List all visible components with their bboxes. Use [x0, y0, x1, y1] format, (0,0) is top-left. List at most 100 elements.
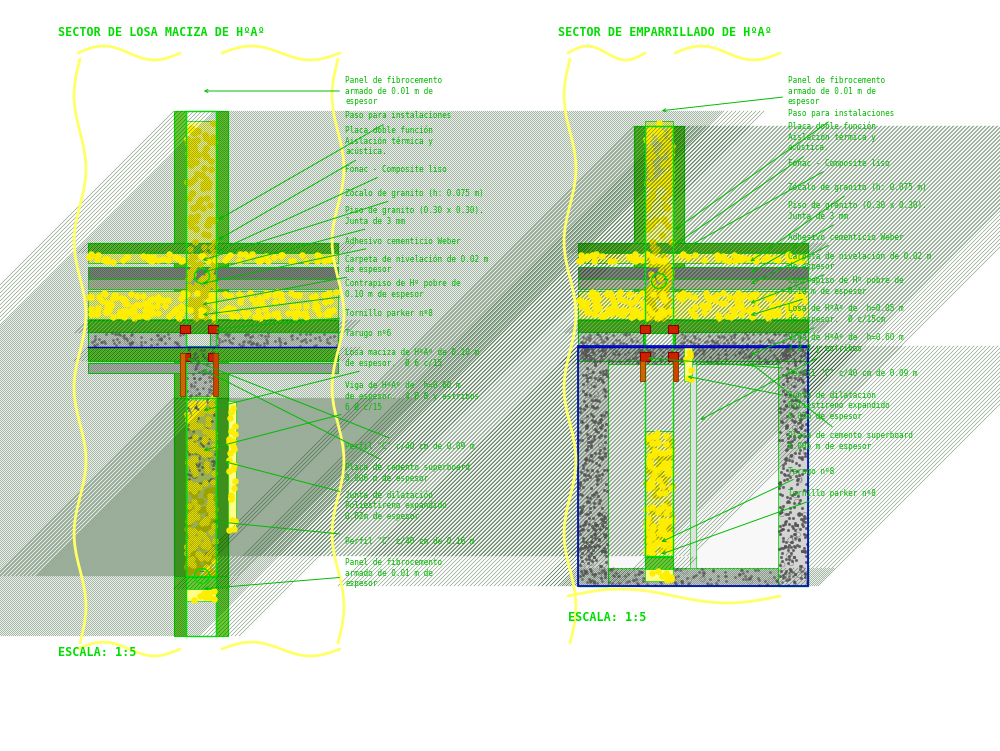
- Point: [796, 484, 812, 496]
- Point: [151, 293, 167, 305]
- Point: [180, 402, 196, 414]
- Point: [573, 541, 589, 553]
- Point: [197, 477, 213, 489]
- Point: [695, 344, 711, 356]
- Point: [623, 297, 639, 309]
- Point: [619, 354, 635, 366]
- Point: [217, 328, 233, 340]
- Point: [205, 131, 221, 143]
- Point: [603, 563, 619, 575]
- Point: [224, 336, 240, 348]
- Point: [589, 577, 605, 589]
- Point: [121, 306, 137, 318]
- Point: [598, 529, 614, 541]
- Point: [793, 560, 809, 572]
- Point: [705, 339, 721, 351]
- Point: [628, 573, 644, 585]
- Point: [641, 131, 657, 143]
- Point: [776, 475, 792, 487]
- Point: [202, 213, 218, 225]
- Point: [695, 569, 711, 581]
- Point: [789, 401, 805, 413]
- Point: [640, 217, 656, 229]
- Point: [696, 255, 712, 267]
- Point: [798, 550, 814, 562]
- Point: [638, 534, 654, 546]
- Point: [144, 300, 160, 312]
- Point: [759, 356, 775, 368]
- Point: [208, 339, 224, 351]
- Point: [582, 506, 598, 518]
- Point: [630, 357, 646, 369]
- Point: [788, 487, 804, 499]
- Point: [640, 432, 656, 444]
- Point: [644, 547, 660, 559]
- Point: [198, 132, 214, 144]
- Point: [778, 575, 794, 587]
- Point: [773, 551, 789, 563]
- Point: [648, 537, 664, 549]
- Point: [577, 540, 593, 552]
- Text: Contrapiso de Hº pobre de
0.10 m de espesor: Contrapiso de Hº pobre de 0.10 m de espe…: [752, 276, 904, 315]
- Point: [782, 390, 798, 402]
- Point: [598, 550, 614, 562]
- Point: [184, 420, 200, 432]
- Point: [187, 562, 203, 574]
- Point: [592, 372, 608, 384]
- Point: [784, 400, 800, 412]
- Point: [794, 468, 810, 480]
- Point: [605, 329, 621, 341]
- Point: [587, 448, 603, 460]
- Point: [774, 523, 790, 535]
- Point: [736, 288, 752, 300]
- Point: [183, 441, 199, 453]
- Point: [650, 291, 666, 303]
- Point: [777, 349, 793, 361]
- Point: [711, 339, 727, 351]
- Bar: [186, 589, 216, 601]
- Point: [182, 124, 198, 136]
- Point: [745, 336, 761, 348]
- Point: [575, 385, 591, 397]
- Point: [780, 544, 796, 556]
- Point: [244, 294, 260, 306]
- Point: [168, 303, 184, 315]
- Point: [645, 254, 661, 266]
- Point: [577, 540, 593, 552]
- Point: [227, 515, 243, 527]
- Point: [651, 470, 667, 482]
- Point: [580, 541, 596, 553]
- Point: [584, 343, 600, 355]
- Point: [657, 563, 673, 575]
- Point: [247, 297, 263, 309]
- Point: [189, 496, 205, 508]
- Point: [675, 336, 691, 348]
- Point: [719, 310, 735, 322]
- Point: [573, 255, 589, 267]
- Point: [594, 336, 610, 348]
- Point: [674, 291, 690, 303]
- Point: [196, 179, 212, 191]
- Point: [642, 571, 658, 583]
- Point: [641, 294, 657, 306]
- Point: [595, 368, 611, 380]
- Point: [650, 532, 666, 544]
- Point: [181, 157, 197, 169]
- Point: [638, 574, 654, 586]
- Point: [596, 383, 612, 395]
- Point: [201, 451, 217, 463]
- Point: [797, 451, 813, 463]
- Point: [656, 306, 672, 318]
- Point: [782, 300, 798, 312]
- Point: [791, 533, 807, 545]
- Point: [717, 570, 733, 582]
- Point: [728, 291, 744, 303]
- Point: [643, 163, 659, 175]
- Point: [590, 490, 606, 502]
- Point: [205, 509, 221, 521]
- Point: [705, 343, 721, 355]
- Point: [226, 459, 242, 471]
- Point: [572, 402, 588, 414]
- Point: [201, 587, 217, 599]
- Point: [586, 576, 602, 588]
